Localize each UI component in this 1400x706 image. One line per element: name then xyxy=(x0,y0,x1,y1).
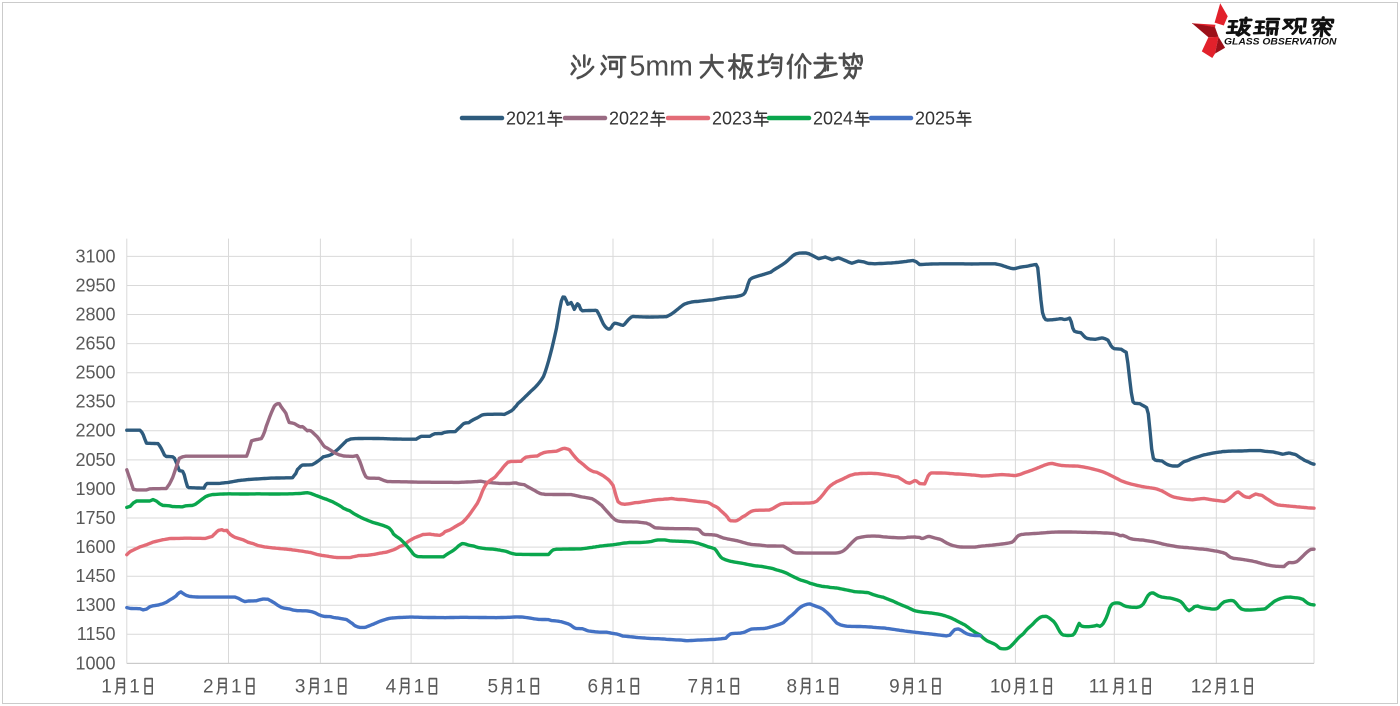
svg-text:1: 1 xyxy=(101,677,112,698)
svg-text:1000: 1000 xyxy=(75,653,115,673)
svg-text:2500: 2500 xyxy=(75,363,115,383)
svg-text:5: 5 xyxy=(488,677,499,698)
svg-text:1: 1 xyxy=(716,677,727,698)
svg-text:1: 1 xyxy=(815,677,826,698)
svg-text:5mm: 5mm xyxy=(630,51,693,83)
svg-text:1: 1 xyxy=(1229,677,1240,698)
svg-text:GLASS OBSERVATION: GLASS OBSERVATION xyxy=(1224,37,1337,47)
svg-text:2022: 2022 xyxy=(609,108,649,128)
svg-text:12: 12 xyxy=(1191,677,1212,698)
svg-text:3100: 3100 xyxy=(75,246,115,266)
svg-text:1450: 1450 xyxy=(75,566,115,586)
svg-text:2200: 2200 xyxy=(75,421,115,441)
svg-text:1: 1 xyxy=(516,677,527,698)
svg-text:1: 1 xyxy=(616,677,627,698)
svg-text:11: 11 xyxy=(1089,677,1109,698)
svg-text:9: 9 xyxy=(889,677,900,698)
svg-text:1: 1 xyxy=(414,677,425,698)
svg-text:1: 1 xyxy=(231,677,242,698)
svg-text:6: 6 xyxy=(588,677,599,698)
svg-text:2050: 2050 xyxy=(75,450,115,470)
svg-text:8: 8 xyxy=(787,677,798,698)
svg-text:2023: 2023 xyxy=(712,108,752,128)
svg-text:2024: 2024 xyxy=(813,108,853,128)
svg-text:1900: 1900 xyxy=(75,479,115,499)
svg-text:1600: 1600 xyxy=(75,537,115,557)
svg-text:1: 1 xyxy=(917,677,928,698)
svg-text:2800: 2800 xyxy=(75,304,115,324)
svg-text:1: 1 xyxy=(1127,677,1138,698)
svg-text:1750: 1750 xyxy=(75,508,115,528)
svg-text:2350: 2350 xyxy=(75,392,115,412)
svg-text:2: 2 xyxy=(203,677,214,698)
svg-text:4: 4 xyxy=(386,677,397,698)
svg-text:3: 3 xyxy=(295,677,306,698)
svg-text:1: 1 xyxy=(129,677,140,698)
svg-text:7: 7 xyxy=(688,677,699,698)
svg-text:1300: 1300 xyxy=(75,595,115,615)
svg-text:2650: 2650 xyxy=(75,334,115,354)
svg-text:2950: 2950 xyxy=(75,275,115,295)
svg-text:2025: 2025 xyxy=(915,108,955,128)
svg-text:10: 10 xyxy=(990,677,1011,698)
svg-text:1: 1 xyxy=(1029,677,1040,698)
svg-text:1150: 1150 xyxy=(77,624,116,644)
svg-text:2021: 2021 xyxy=(506,108,546,128)
svg-text:1: 1 xyxy=(323,677,334,698)
